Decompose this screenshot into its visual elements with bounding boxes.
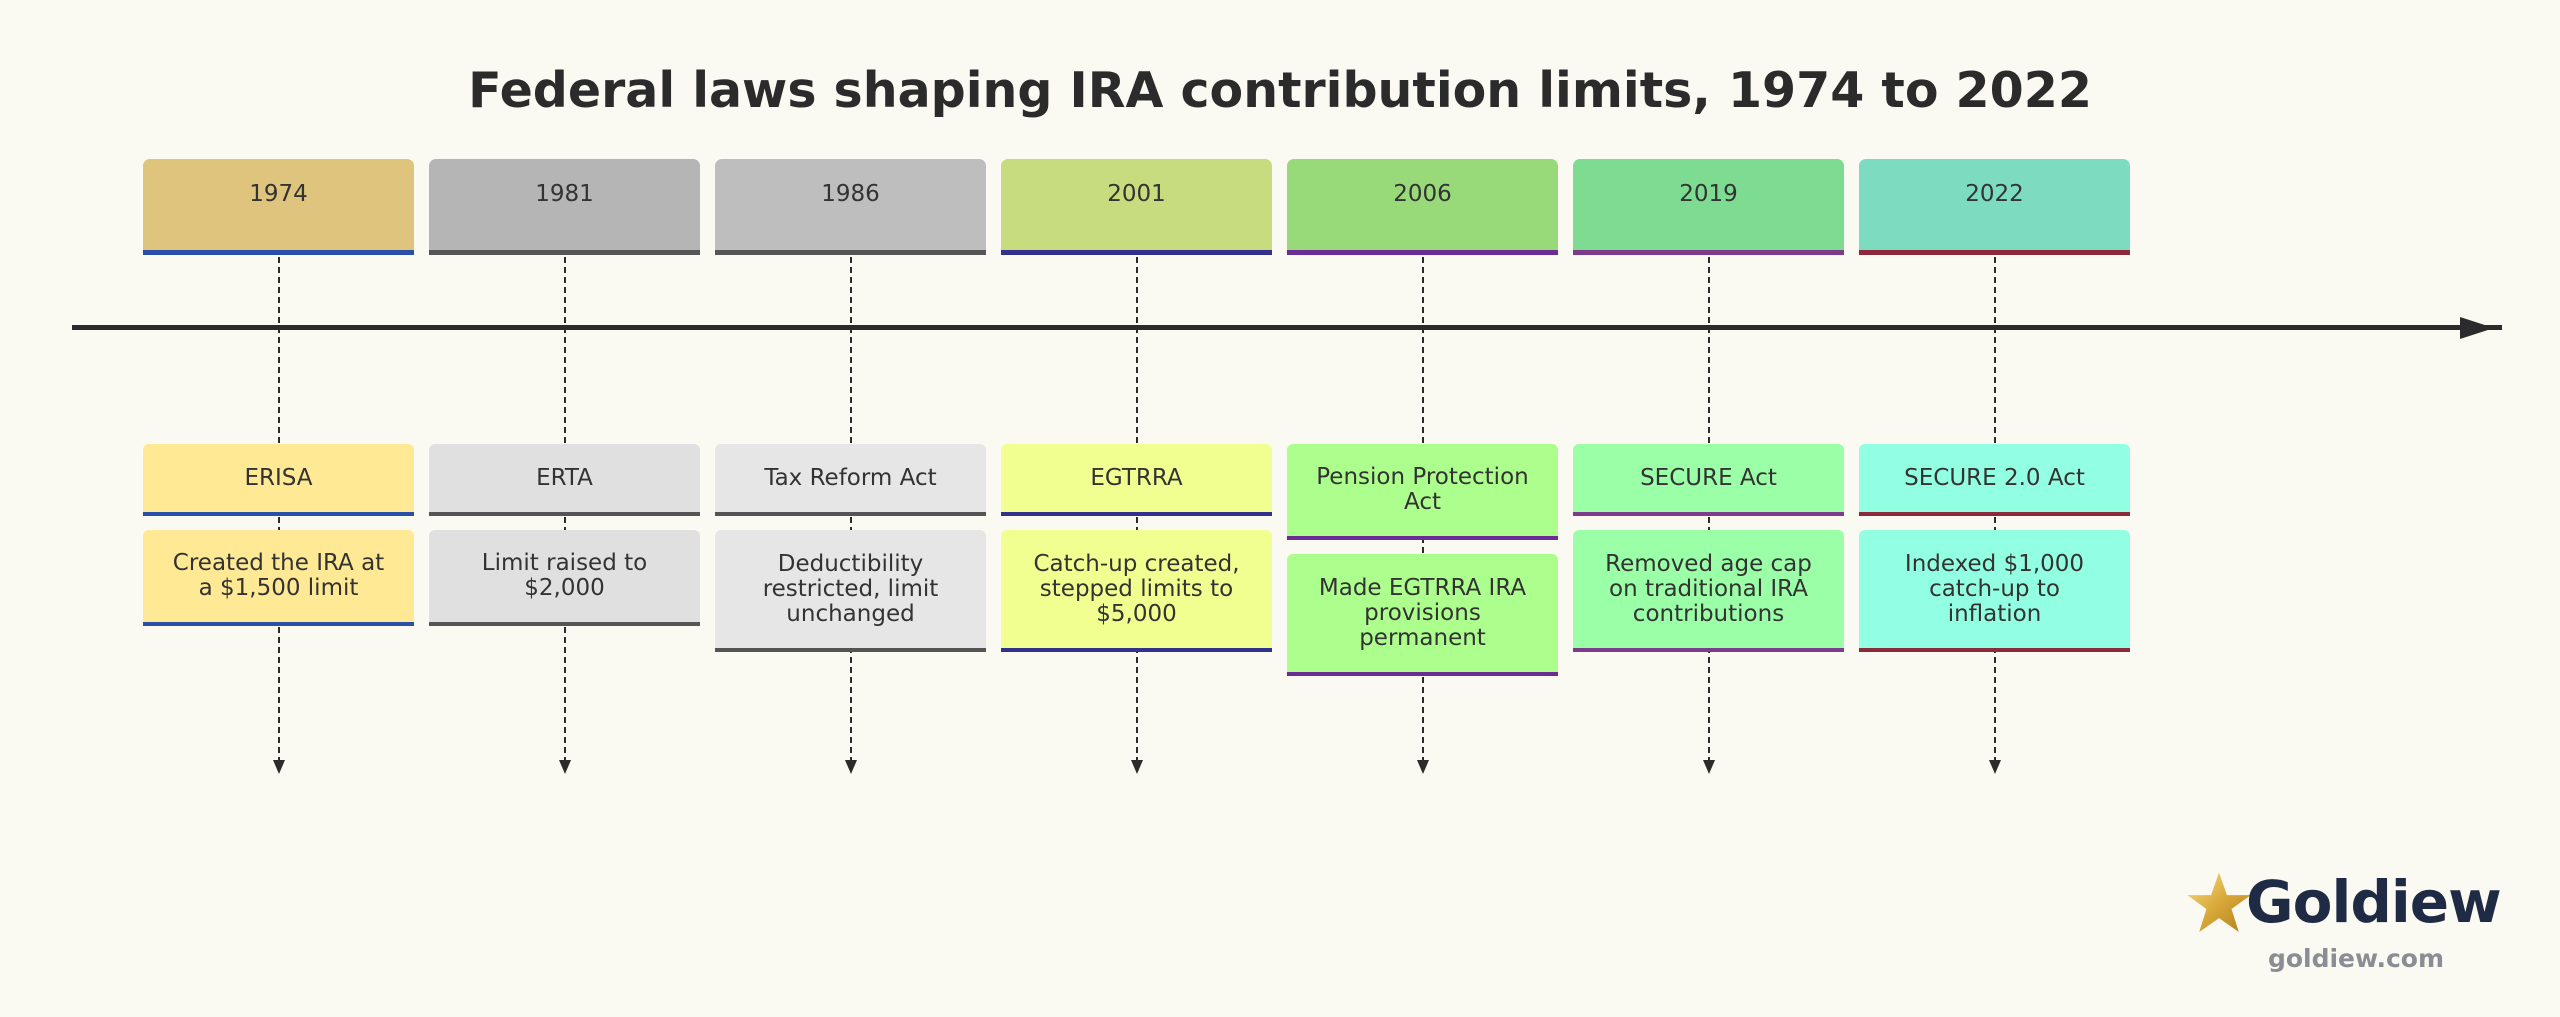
event-law-name: Tax Reform Act — [715, 444, 986, 516]
event-year: 1974 — [143, 159, 414, 255]
event-year: 1981 — [429, 159, 700, 255]
event-year: 2019 — [1573, 159, 1844, 255]
connector-arrow-icon — [272, 760, 285, 774]
event-law-name: Pension Protection Act — [1287, 444, 1558, 540]
brand-logo: Goldiew goldiew.com — [2186, 868, 2506, 978]
brand-url: goldiew.com — [2267, 944, 2445, 973]
timeline-axis-arrow-icon — [2460, 317, 2494, 339]
connector-arrow-icon — [1130, 760, 1143, 774]
event-description: Limit raised to $2,000 — [429, 530, 700, 626]
connector-arrow-icon — [1416, 760, 1429, 774]
timeline-axis — [72, 325, 2502, 330]
event-description: Deductibility restricted, limit unchange… — [715, 530, 986, 652]
brand-name: Goldiew — [2246, 868, 2502, 936]
event-law-name: ERISA — [143, 444, 414, 516]
page-title: Federal laws shaping IRA contribution li… — [468, 62, 2092, 119]
event-year: 2022 — [1859, 159, 2130, 255]
event-description: Made EGTRRA IRA provisions permanent — [1287, 554, 1558, 676]
connector-arrow-icon — [1702, 760, 1715, 774]
event-law-name: SECURE 2.0 Act — [1859, 444, 2130, 516]
event-law-name: EGTRRA — [1001, 444, 1272, 516]
event-year: 1986 — [715, 159, 986, 255]
star-icon — [2187, 872, 2251, 933]
event-law-name: ERTA — [429, 444, 700, 516]
connector-arrow-icon — [558, 760, 571, 774]
connector-arrow-icon — [1988, 760, 2001, 774]
event-description: Catch-up created, stepped limits to $5,0… — [1001, 530, 1272, 652]
event-year: 2006 — [1287, 159, 1558, 255]
event-description: Removed age cap on traditional IRA contr… — [1573, 530, 1844, 652]
event-year: 2001 — [1001, 159, 1272, 255]
event-description: Created the IRA at a $1,500 limit — [143, 530, 414, 626]
event-description: Indexed $1,000 catch-up to inflation — [1859, 530, 2130, 652]
event-law-name: SECURE Act — [1573, 444, 1844, 516]
connector-arrow-icon — [844, 760, 857, 774]
